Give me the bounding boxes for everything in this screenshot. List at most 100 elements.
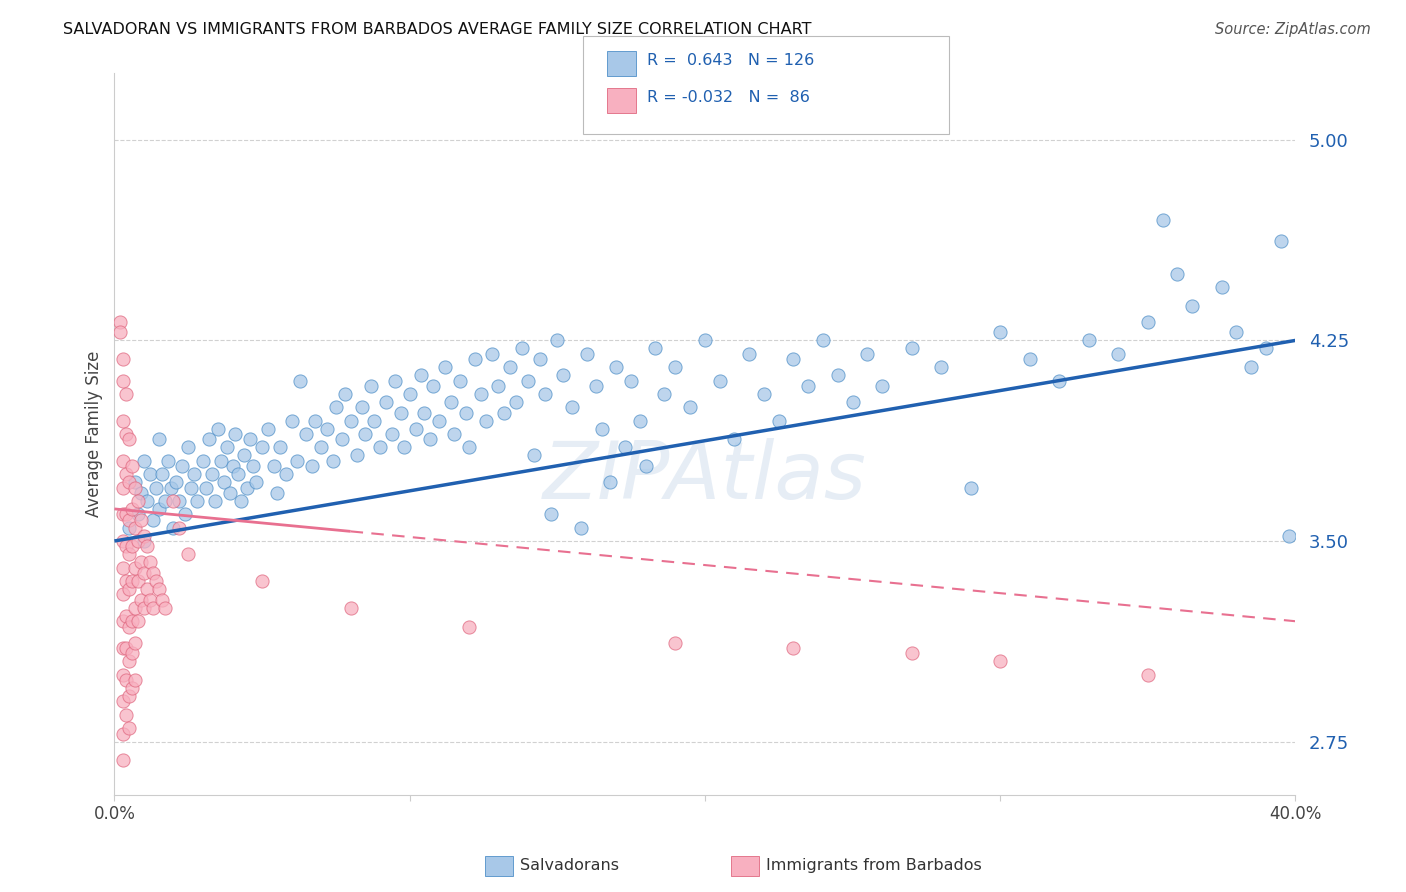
Point bbox=[224, 427, 246, 442]
Point bbox=[1166, 267, 1188, 281]
Point bbox=[169, 521, 191, 535]
Point bbox=[198, 433, 221, 447]
Point bbox=[124, 481, 146, 495]
Point bbox=[156, 454, 179, 468]
Point bbox=[475, 414, 498, 428]
Point bbox=[118, 475, 141, 490]
Point bbox=[118, 619, 141, 633]
Point bbox=[139, 592, 162, 607]
Point bbox=[110, 315, 132, 329]
Point bbox=[233, 449, 256, 463]
Point bbox=[121, 502, 143, 516]
Point bbox=[129, 592, 152, 607]
Point bbox=[177, 441, 200, 455]
Point bbox=[115, 640, 138, 655]
Point bbox=[333, 387, 356, 401]
Point bbox=[316, 422, 339, 436]
Point bbox=[494, 406, 516, 420]
Point bbox=[411, 368, 433, 383]
Point bbox=[145, 574, 167, 588]
Point bbox=[162, 494, 184, 508]
Point bbox=[250, 441, 273, 455]
Point bbox=[534, 387, 557, 401]
Point bbox=[301, 459, 323, 474]
Point bbox=[150, 467, 173, 482]
Point bbox=[290, 374, 312, 388]
Point bbox=[112, 533, 135, 548]
Point bbox=[221, 459, 243, 474]
Point bbox=[575, 347, 598, 361]
Point bbox=[124, 673, 146, 687]
Point bbox=[118, 582, 141, 596]
Text: Salvadorans: Salvadorans bbox=[520, 858, 619, 872]
Point bbox=[121, 614, 143, 628]
Point bbox=[523, 449, 546, 463]
Point bbox=[339, 414, 361, 428]
Point bbox=[263, 459, 285, 474]
Point bbox=[124, 521, 146, 535]
Point bbox=[561, 401, 583, 415]
Point bbox=[236, 481, 259, 495]
Point bbox=[112, 454, 135, 468]
Point bbox=[142, 600, 165, 615]
Point bbox=[112, 508, 135, 522]
Point bbox=[274, 467, 297, 482]
Text: Immigrants from Barbados: Immigrants from Barbados bbox=[766, 858, 981, 872]
Point bbox=[121, 646, 143, 660]
Point bbox=[900, 646, 922, 660]
Point bbox=[174, 508, 197, 522]
Point bbox=[454, 406, 477, 420]
Point bbox=[988, 326, 1011, 340]
Point bbox=[1107, 347, 1129, 361]
Point bbox=[768, 414, 790, 428]
Point bbox=[245, 475, 267, 490]
Point bbox=[135, 539, 157, 553]
Point bbox=[228, 467, 250, 482]
Point bbox=[186, 494, 208, 508]
Point bbox=[242, 459, 264, 474]
Point bbox=[112, 667, 135, 681]
Point bbox=[644, 342, 666, 356]
Point bbox=[546, 334, 568, 348]
Point bbox=[375, 395, 398, 409]
Point bbox=[443, 427, 465, 442]
Point bbox=[346, 449, 368, 463]
Point bbox=[112, 374, 135, 388]
Point bbox=[569, 521, 592, 535]
Point bbox=[505, 395, 527, 409]
Point bbox=[218, 486, 240, 500]
Point bbox=[150, 592, 173, 607]
Point bbox=[139, 467, 162, 482]
Point bbox=[516, 374, 538, 388]
Point bbox=[1136, 667, 1159, 681]
Point bbox=[162, 521, 184, 535]
Point bbox=[841, 395, 863, 409]
Point bbox=[599, 475, 621, 490]
Point bbox=[112, 726, 135, 740]
Point bbox=[257, 422, 280, 436]
Point bbox=[1047, 374, 1070, 388]
Point bbox=[132, 529, 155, 543]
Point bbox=[209, 454, 232, 468]
Point bbox=[287, 454, 309, 468]
Point bbox=[295, 427, 318, 442]
Point bbox=[363, 414, 385, 428]
Point bbox=[191, 454, 214, 468]
Point bbox=[368, 441, 391, 455]
Point bbox=[153, 494, 176, 508]
Point bbox=[470, 387, 492, 401]
Point bbox=[142, 513, 165, 527]
Text: SALVADORAN VS IMMIGRANTS FROM BARBADOS AVERAGE FAMILY SIZE CORRELATION CHART: SALVADORAN VS IMMIGRANTS FROM BARBADOS A… bbox=[63, 22, 811, 37]
Point bbox=[112, 414, 135, 428]
Point bbox=[127, 508, 149, 522]
Point bbox=[169, 494, 191, 508]
Point bbox=[457, 619, 479, 633]
Point bbox=[738, 347, 761, 361]
Point bbox=[153, 600, 176, 615]
Point bbox=[354, 427, 377, 442]
Point bbox=[115, 467, 138, 482]
Point bbox=[419, 433, 441, 447]
Point bbox=[112, 753, 135, 767]
Point bbox=[392, 441, 415, 455]
Point bbox=[180, 481, 202, 495]
